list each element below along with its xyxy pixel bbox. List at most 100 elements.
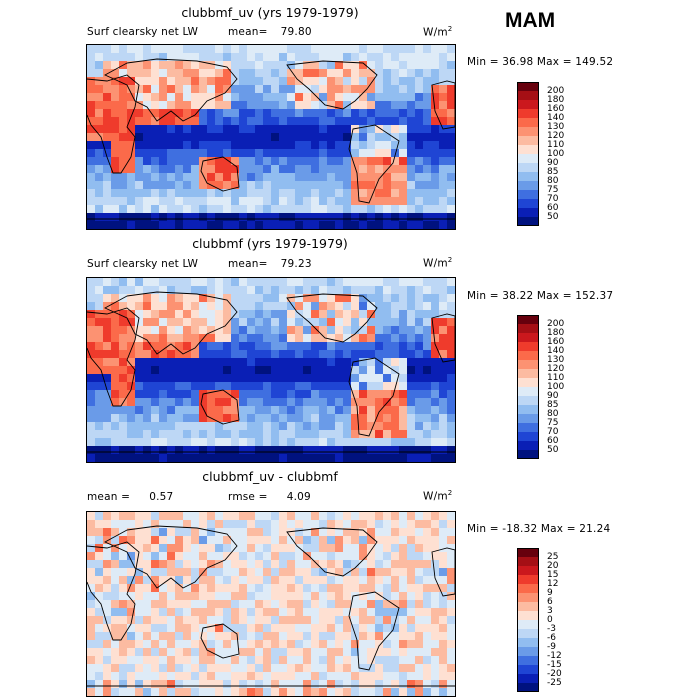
map-cell xyxy=(135,576,144,585)
map-cell xyxy=(359,149,368,158)
map-cell xyxy=(343,45,352,54)
map-cell xyxy=(431,213,440,222)
map-cell xyxy=(255,430,264,439)
map-cell xyxy=(135,680,144,689)
map-cell xyxy=(351,221,360,229)
map-cell xyxy=(263,672,272,681)
map-cell xyxy=(399,536,408,545)
map-cell xyxy=(407,600,416,609)
colorbar-tick-label: 70 xyxy=(547,426,559,437)
map-cell xyxy=(191,181,200,190)
map-cell xyxy=(423,454,432,462)
map-cell xyxy=(199,350,208,359)
colorbar-swatch xyxy=(517,145,539,155)
map-cell xyxy=(319,213,328,222)
colorbar-tick-label: 130 xyxy=(547,354,565,365)
map-cell xyxy=(183,69,192,78)
map-cell xyxy=(367,117,376,126)
map-cell xyxy=(223,173,232,182)
map-cell xyxy=(279,672,288,681)
map-cell xyxy=(135,157,144,166)
map-cell xyxy=(415,197,424,206)
map-cell xyxy=(239,608,248,617)
map-cell xyxy=(375,205,384,214)
map-cell xyxy=(95,133,104,142)
map-cell xyxy=(295,294,304,303)
map-cell xyxy=(407,680,416,689)
map-cell xyxy=(351,350,360,359)
map-cell xyxy=(183,552,192,561)
map-cell xyxy=(159,326,168,335)
map-cell xyxy=(279,414,288,423)
map-cell xyxy=(143,318,152,327)
colorbar-swatch xyxy=(517,593,539,603)
map-cell xyxy=(359,358,368,367)
map-cell xyxy=(119,77,128,86)
map-cell xyxy=(135,286,144,295)
map-cell xyxy=(311,101,320,110)
map-cell xyxy=(295,165,304,174)
map-cell xyxy=(207,366,216,375)
map-cell xyxy=(375,414,384,423)
map-cell xyxy=(343,358,352,367)
map-cell xyxy=(103,221,112,229)
map-cell xyxy=(391,197,400,206)
colorbar-tick-label: -6 xyxy=(547,632,556,643)
map-cell xyxy=(223,294,232,303)
map-cell xyxy=(423,213,432,222)
map-cell xyxy=(303,390,312,399)
map-cell xyxy=(367,600,376,609)
map-cell xyxy=(383,181,392,190)
map-cell xyxy=(351,406,360,415)
map-cell xyxy=(95,109,104,118)
map-cell xyxy=(255,648,264,657)
map-cell xyxy=(87,181,96,190)
map-cell xyxy=(279,528,288,537)
map-cell xyxy=(447,213,455,222)
map-cell xyxy=(263,197,272,206)
map-cell xyxy=(223,414,232,423)
map-cell xyxy=(255,342,264,351)
map-cell xyxy=(335,422,344,431)
map-cell xyxy=(151,197,160,206)
map-cell xyxy=(143,221,152,229)
map-cell xyxy=(399,398,408,407)
map-cell xyxy=(311,632,320,641)
map-cell xyxy=(391,69,400,78)
map-cell xyxy=(447,406,455,415)
map-cell xyxy=(183,536,192,545)
map-cell xyxy=(391,656,400,665)
map-cell xyxy=(375,189,384,198)
map-cell xyxy=(199,608,208,617)
map-cell xyxy=(343,326,352,335)
colorbar-tick-label: 3 xyxy=(547,605,553,616)
map-cell xyxy=(311,205,320,214)
map-cell xyxy=(439,512,448,521)
map-cell xyxy=(127,422,136,431)
map-cell xyxy=(359,600,368,609)
map-cell xyxy=(415,406,424,415)
map-cell xyxy=(303,278,312,287)
map-cell xyxy=(287,125,296,134)
map-cell xyxy=(303,608,312,617)
map-cell xyxy=(207,560,216,569)
map-cell xyxy=(423,608,432,617)
map-cell xyxy=(231,520,240,529)
map-cell xyxy=(135,181,144,190)
map-cell xyxy=(239,173,248,182)
map-cell xyxy=(255,672,264,681)
map-cell xyxy=(111,109,120,118)
map-cell xyxy=(167,61,176,70)
map-cell xyxy=(399,576,408,585)
map-cell xyxy=(111,221,120,229)
map-cell xyxy=(327,157,336,166)
map-cell xyxy=(327,221,336,229)
map-cell xyxy=(103,53,112,62)
map-cell xyxy=(391,77,400,86)
map-cell xyxy=(151,536,160,545)
map-cell xyxy=(95,286,104,295)
map-cell xyxy=(103,374,112,383)
map-cell xyxy=(279,77,288,86)
map-cell xyxy=(247,69,256,78)
map-cell xyxy=(415,688,424,696)
